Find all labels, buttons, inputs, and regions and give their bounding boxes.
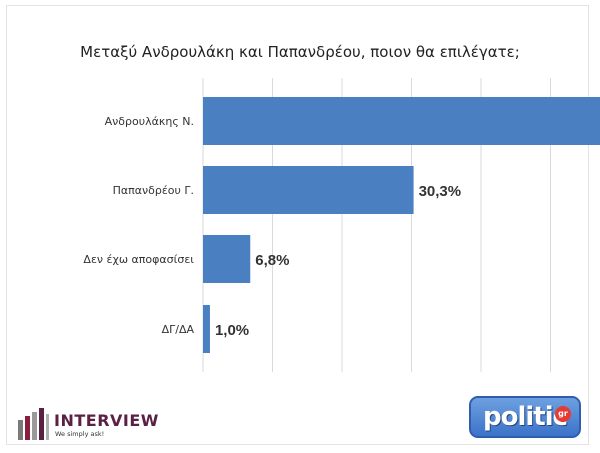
category-label: ΔΓ/ΔΑ (162, 323, 195, 336)
interview-logo: INTERVIEW We simply ask! (17, 404, 177, 440)
interview-bars-icon (18, 408, 49, 440)
value-label: 30,3% (419, 183, 462, 200)
chart-title: Μεταξύ Ανδρουλάκη και Παπανδρέου, ποιον … (80, 43, 520, 61)
value-label: 6,8% (255, 252, 289, 269)
bar (203, 97, 600, 145)
interview-wordmark: INTERVIEW (54, 411, 159, 430)
interview-tagline: We simply ask! (55, 430, 105, 438)
category-label: Δεν έχω αποφασίσει (83, 253, 194, 266)
politic-gr-badge: gr (555, 406, 571, 422)
category-label: Παπανδρέου Γ. (113, 184, 194, 197)
bar (203, 166, 414, 214)
category-label: Ανδρουλάκης Ν. (105, 115, 194, 128)
politic-logo: politic gr (469, 396, 581, 438)
politic-wordmark: politic (483, 402, 568, 432)
bar (203, 235, 251, 283)
value-label: 1,0% (215, 322, 249, 339)
bar (203, 305, 210, 353)
slide-frame (6, 5, 589, 445)
